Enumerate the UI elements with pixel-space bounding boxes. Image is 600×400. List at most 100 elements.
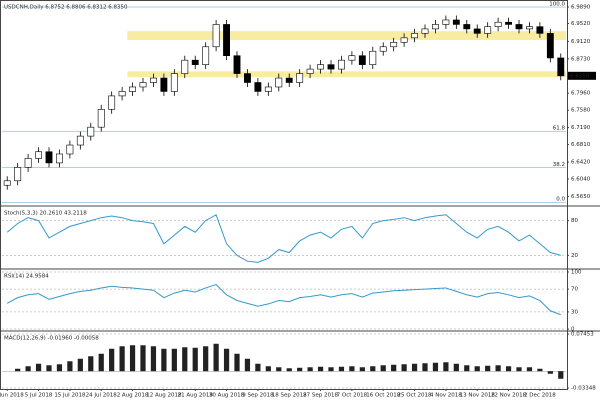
histogram-bar	[453, 363, 459, 372]
candle-body	[358, 55, 366, 65]
histogram-bar	[276, 367, 282, 372]
histogram-bar	[401, 364, 407, 372]
candle-body	[150, 77, 157, 83]
histogram-bar	[516, 367, 522, 372]
candle-body	[24, 158, 32, 168]
histogram-bar	[15, 368, 21, 372]
histogram-bar	[338, 366, 345, 372]
histogram-bar	[192, 347, 198, 372]
y-tick-label: 6.6420	[571, 160, 591, 166]
histogram-bar	[223, 348, 230, 372]
histogram-bar	[526, 367, 533, 372]
candle-body	[244, 73, 251, 83]
candle-body	[56, 153, 63, 164]
indicator-line	[6, 283, 561, 316]
candle-body	[557, 57, 565, 77]
x-tick-label: 2 Dec 2018	[524, 393, 556, 399]
histogram-bar	[297, 367, 303, 372]
y-tick-label: 6.6040	[571, 176, 591, 182]
histogram-bar	[349, 366, 355, 372]
histogram-bar	[234, 353, 240, 372]
histogram-bar	[67, 361, 73, 372]
candle-body	[87, 126, 95, 137]
x-tick-label: 26 Jun 2018	[0, 393, 24, 399]
y-tick-label: 30	[571, 309, 578, 315]
histogram-bar	[77, 358, 83, 372]
candle-body	[536, 26, 544, 34]
panel-title: Stoch(5,3,3) 20.2610 43.2118	[4, 211, 87, 217]
y-tick-label: 100	[571, 270, 582, 276]
candle-body	[97, 109, 105, 128]
candle-body	[223, 24, 230, 57]
y-tick-label: 80	[571, 218, 578, 224]
histogram-bar	[161, 348, 167, 372]
histogram-bar	[370, 366, 376, 372]
candle-body	[66, 144, 74, 155]
histogram-bar	[25, 366, 31, 372]
histogram-bar	[359, 367, 365, 372]
x-tick-label: 7 Oct 2018	[337, 393, 368, 399]
candle-body	[452, 19, 460, 25]
candle-body	[400, 37, 408, 43]
x-tick-label: 21 Aug 2018	[178, 393, 214, 399]
x-tick-label: 16 Oct 2018	[366, 393, 401, 399]
zone	[127, 31, 566, 41]
histogram-bar	[495, 365, 501, 372]
histogram-bar	[474, 366, 480, 372]
fib-label: 0.0	[556, 197, 565, 203]
x-tick-label: 30 Aug 2018	[209, 393, 245, 399]
fib-label: 61.8	[553, 126, 566, 132]
frame	[0, 0, 568, 390]
y-tick-label: -0.03348	[571, 386, 596, 392]
candle-body	[3, 180, 11, 186]
candle-body	[348, 55, 356, 61]
histogram-bar	[129, 345, 136, 372]
histogram-bar	[150, 346, 157, 372]
candle-body	[129, 86, 136, 92]
histogram-bar	[244, 358, 251, 372]
last-price-box	[568, 71, 596, 80]
fib-label: 100.0	[549, 2, 565, 8]
x-tick-label: 13 Nov 2018	[460, 393, 496, 399]
histogram-bar	[558, 371, 564, 379]
histogram-bar	[98, 353, 104, 372]
candle-body	[546, 33, 554, 59]
histogram-bar	[182, 347, 188, 372]
x-tick-label: 2 Aug 2018	[117, 393, 149, 399]
y-tick-label: 6.7960	[571, 91, 591, 97]
panel-title: RSI(14) 24.9584	[4, 274, 49, 280]
x-tick-label: 5 Jul 2018	[25, 393, 53, 399]
y-tick-label: 6.9890	[571, 5, 591, 11]
histogram-bar	[411, 363, 418, 372]
candle-body	[473, 28, 481, 34]
candle-body	[463, 24, 471, 30]
y-tick-label: 6.8730	[571, 56, 591, 62]
histogram-bar	[547, 371, 553, 374]
histogram-bar	[328, 367, 334, 372]
panel-title: MACD(12,26,9) -0.01960 -0.00058	[4, 336, 99, 342]
candle-body	[390, 42, 398, 48]
histogram-bar	[317, 366, 324, 372]
x-tick-label: 25 Oct 2018	[398, 393, 433, 399]
candle-body	[442, 19, 450, 25]
candle-body	[108, 95, 116, 110]
x-tick-label: 24 Jul 2018	[86, 393, 118, 399]
histogram-bar	[537, 368, 543, 372]
candle-body	[76, 135, 84, 146]
candle-body	[494, 21, 502, 27]
candle-body	[181, 59, 189, 74]
candle-body	[202, 46, 210, 65]
candle-body	[411, 33, 418, 39]
histogram-bar	[432, 362, 439, 372]
candle-body	[369, 50, 377, 65]
histogram-bar	[255, 363, 261, 372]
x-tick-label: 18 Sep 2018	[272, 393, 307, 399]
histogram-bar	[422, 363, 428, 372]
y-tick-label: 20	[571, 253, 578, 259]
x-tick-label: 4 Nov 2018	[430, 393, 462, 399]
y-tick-label: 6.5650	[571, 194, 591, 200]
x-tick-label: 27 Sep 2018	[303, 393, 338, 399]
y-tick-label: 0	[571, 327, 575, 333]
candle-body	[191, 59, 199, 65]
